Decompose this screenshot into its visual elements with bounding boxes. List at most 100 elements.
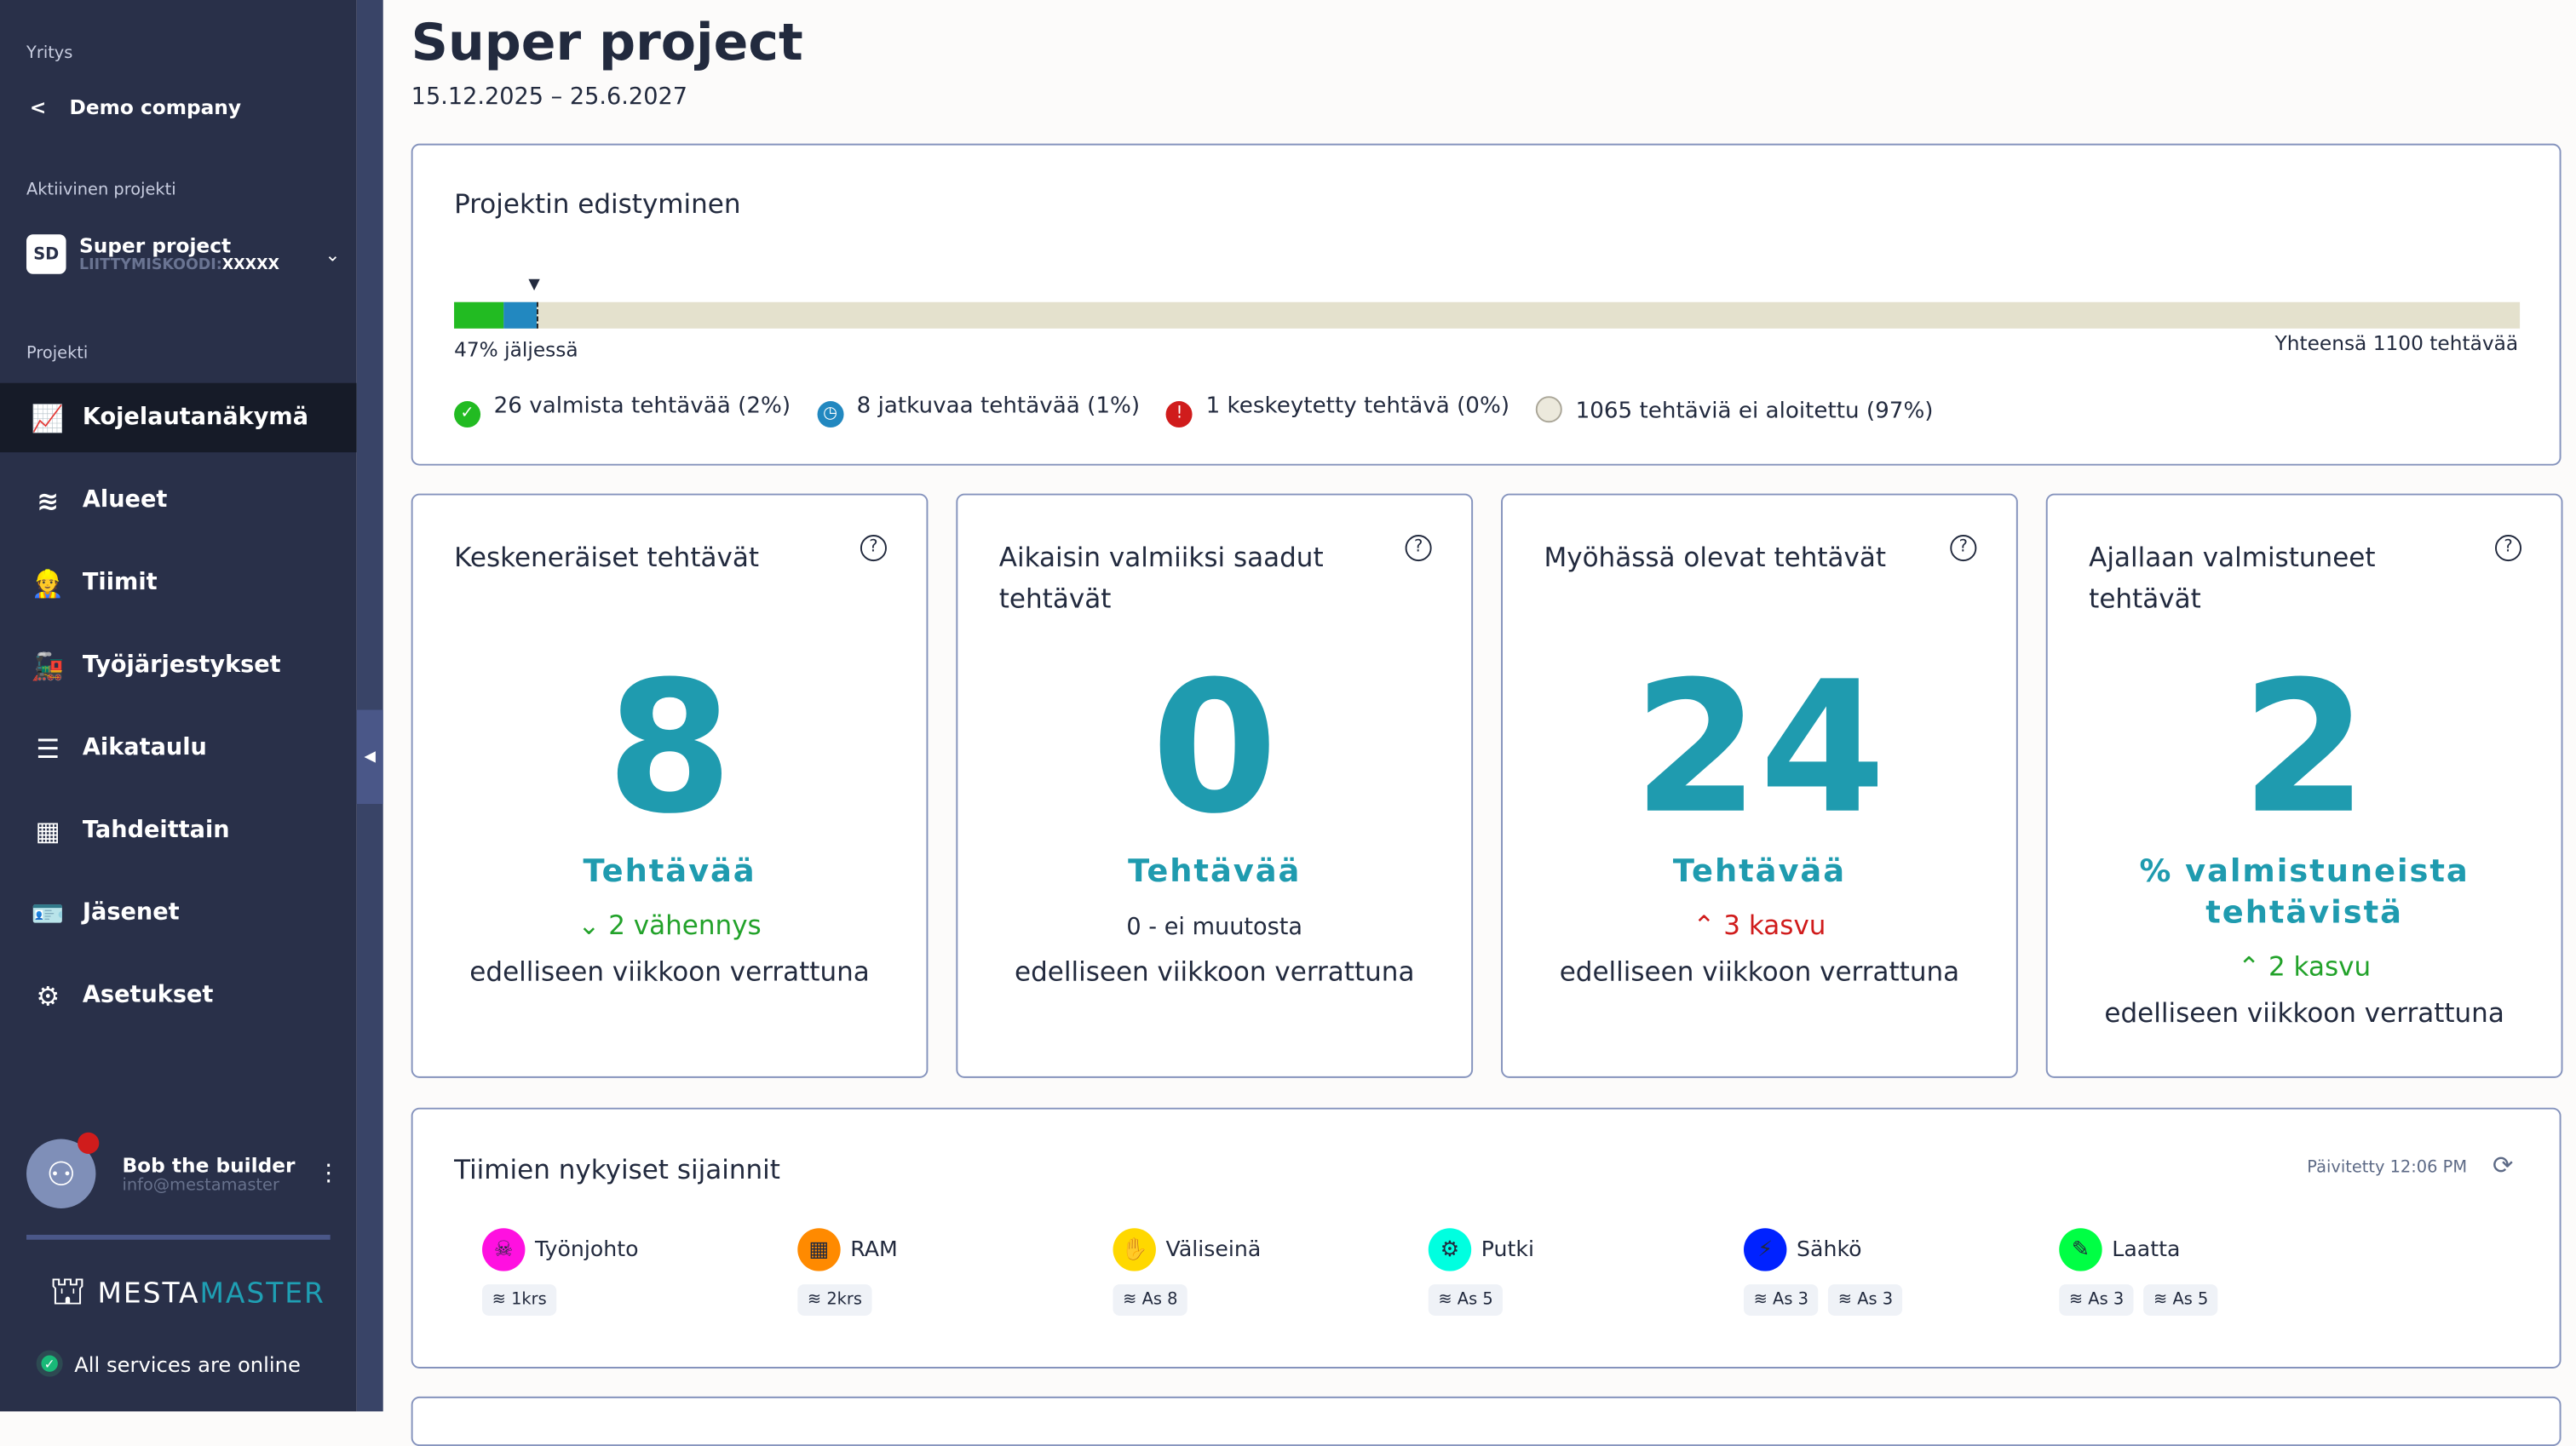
today-line: [537, 301, 538, 329]
legend-item: ✓ 26 valmista tehtävää (2%): [454, 393, 791, 428]
logo-text-2: MASTER: [199, 1277, 325, 1311]
location-chip: ≋ As 5: [1428, 1284, 1504, 1316]
service-status: ✓ All services are online: [36, 1350, 301, 1377]
legend-text: 1065 tehtäviä ei aloitettu (97%): [1575, 398, 1934, 425]
layers-icon: ≋: [1753, 1290, 1774, 1310]
team-name: Laatta: [2112, 1237, 2181, 1262]
sidebar-item-6[interactable]: 🪪 Jäsenet: [0, 878, 357, 947]
sidebar-item-5[interactable]: ▦ Tahdeittain: [0, 795, 357, 864]
project-dates: 15.12.2025 – 25.6.2027: [411, 83, 688, 111]
company-back-link[interactable]: < Demo company: [30, 95, 241, 118]
kpi-title: Myöhässä olevat tehtävät: [1544, 541, 1887, 573]
team-item[interactable]: ▦ RAM ≋ 2krs: [797, 1228, 898, 1316]
sidebar: Yritys < Demo company Aktiivinen projekti…: [0, 0, 357, 1412]
sidebar-item-0[interactable]: 📈 Kojelautanäkymä: [0, 382, 357, 453]
chevron-left-icon: <: [29, 95, 47, 119]
layers-icon: ≋: [2068, 1290, 2089, 1310]
sidebar-item-label: Työjärjestykset: [82, 651, 281, 679]
sidebar-item-4[interactable]: ☰ Aikataulu: [0, 713, 357, 782]
location-chip: ≋ As 3: [2059, 1284, 2134, 1316]
updated-time: Päivitetty 12:06 PM: [2307, 1158, 2468, 1178]
sidebar-item-3[interactable]: 🚂 Työjärjestykset: [0, 630, 357, 699]
legend-item: ! 1 keskeytetty tehtävä (0%): [1166, 393, 1510, 428]
project-selector[interactable]: SD Super project LIITTYMISKOODI:XXXXX ⌄: [26, 234, 340, 274]
team-locations-card: Tiimien nykyiset sijainnit Päivitetty 12…: [411, 1107, 2562, 1369]
layers-icon: ≋: [37, 484, 60, 516]
check-circle-icon: ✓: [454, 401, 481, 428]
sidebar-item-label: Asetukset: [82, 982, 214, 1009]
kpi-title: Keskeneräiset tehtävät: [454, 541, 760, 573]
team-icon: ☠: [482, 1228, 526, 1271]
progress-segment: [503, 301, 538, 329]
sidebar-item-7[interactable]: ⚙ Asetukset: [0, 961, 357, 1030]
grid-icon: ▦: [35, 814, 60, 846]
legend-text: 1 keskeytetty tehtävä (0%): [1205, 393, 1510, 420]
location-text: 1krs: [511, 1290, 547, 1310]
alert-icon: !: [1166, 401, 1193, 428]
kpi-value: 24: [1633, 642, 1886, 854]
help-icon[interactable]: ?: [2495, 535, 2522, 562]
id-card-icon: 🪪: [31, 897, 65, 929]
kpi-title: Ajallaan valmistuneet tehtävät: [2089, 541, 2376, 615]
refresh-icon[interactable]: ⟳: [2492, 1150, 2514, 1180]
clock-icon: ◷: [817, 401, 844, 428]
kpi-change-text: 0 - ei muutosta: [1126, 914, 1303, 941]
team-item[interactable]: ⚙ Putki ≋ As 5: [1428, 1228, 1534, 1316]
more-options-icon[interactable]: ⋮: [317, 1160, 341, 1187]
progress-segment: [454, 301, 504, 329]
location-text: As 3: [1857, 1290, 1894, 1310]
location-chip: ≋ 2krs: [797, 1284, 872, 1316]
kpi-compare: edelliseen viikkoon verrattuna: [1559, 955, 1960, 988]
gantt-icon: ☰: [36, 732, 60, 764]
layers-icon: ≋: [2153, 1290, 2173, 1310]
help-icon[interactable]: ?: [1405, 535, 1432, 562]
location-chip: ≋ As 5: [2143, 1284, 2218, 1316]
team-name: Sähkö: [1797, 1237, 1862, 1262]
sidebar-item-1[interactable]: ≋ Alueet: [0, 466, 357, 535]
layers-icon: ≋: [1123, 1290, 1142, 1310]
location-chip: ≋ As 3: [1828, 1284, 1903, 1316]
help-icon[interactable]: ?: [1950, 535, 1977, 562]
kpi-change: ⌃ 3 kasvu: [1503, 909, 2016, 941]
sidebar-item-label: Tahdeittain: [82, 817, 230, 844]
kpi-change-text: 3 kasvu: [1723, 909, 1826, 941]
kpi-card: Myöhässä olevat tehtävät ? 24 Tehtävää ⌃…: [1501, 493, 2018, 1078]
gears-icon: ⚙: [36, 979, 60, 1012]
kpi-unit: % valmistuneista tehtävistä: [2139, 853, 2470, 932]
progress-legend: ✓ 26 valmista tehtävää (2%) ◷ 8 jatkuvaa te…: [454, 393, 1934, 428]
sidebar-item-label: Tiimit: [82, 569, 158, 596]
user-name: Bob the builder: [122, 1153, 296, 1177]
check-icon: ✓: [36, 1350, 63, 1377]
team-item[interactable]: ⚡ Sähkö ≋ As 3 ≋ As 3: [1744, 1228, 1903, 1316]
team-icon: ✋: [1113, 1228, 1156, 1271]
sidebar-item-2[interactable]: 👷 Tiimit: [0, 548, 357, 617]
join-code-label: LIITTYMISKOODI:: [79, 257, 222, 274]
location-text: As 5: [2172, 1290, 2209, 1310]
chart-line-icon: 📈: [31, 402, 65, 433]
team-name: Työnjohto: [535, 1237, 639, 1262]
progress-title: Projektin edistyminen: [454, 187, 741, 220]
status-text: All services are online: [74, 1351, 301, 1376]
notification-dot: [78, 1132, 100, 1154]
kpi-title: Aikaisin valmiiksi saadut tehtävät: [998, 541, 1324, 615]
team-item[interactable]: ✎ Laatta ≋ As 3 ≋ As 5: [2059, 1228, 2218, 1316]
next-card: [411, 1396, 2562, 1446]
project-avatar: SD: [26, 234, 66, 274]
collapse-sidebar-button[interactable]: ◀: [356, 709, 383, 805]
kpi-value: 8: [606, 642, 733, 854]
layers-icon: ≋: [1837, 1290, 1858, 1310]
team-icon: ⚙: [1428, 1228, 1472, 1271]
kpi-compare: edelliseen viikkoon verrattuna: [2104, 996, 2504, 1029]
sidebar-item-label: Aikataulu: [82, 734, 207, 761]
team-icon: ✎: [2059, 1228, 2102, 1271]
divider: [26, 1234, 331, 1240]
user-profile[interactable]: ⚇ Bob the builder info@mestamaster ⋮: [26, 1132, 341, 1208]
kpi-change-text: 2 vähennys: [608, 909, 762, 941]
user-icon: ⚇: [46, 1153, 77, 1194]
sidebar-item-label: Kojelautanäkymä: [82, 404, 309, 431]
help-icon[interactable]: ?: [860, 535, 887, 562]
team-item[interactable]: ✋ Väliseinä ≋ As 8: [1113, 1228, 1261, 1316]
team-item[interactable]: ☠ Työnjohto ≋ 1krs: [482, 1228, 639, 1316]
location-text: As 3: [2088, 1290, 2125, 1310]
caret-left-icon: ◀: [364, 749, 376, 766]
